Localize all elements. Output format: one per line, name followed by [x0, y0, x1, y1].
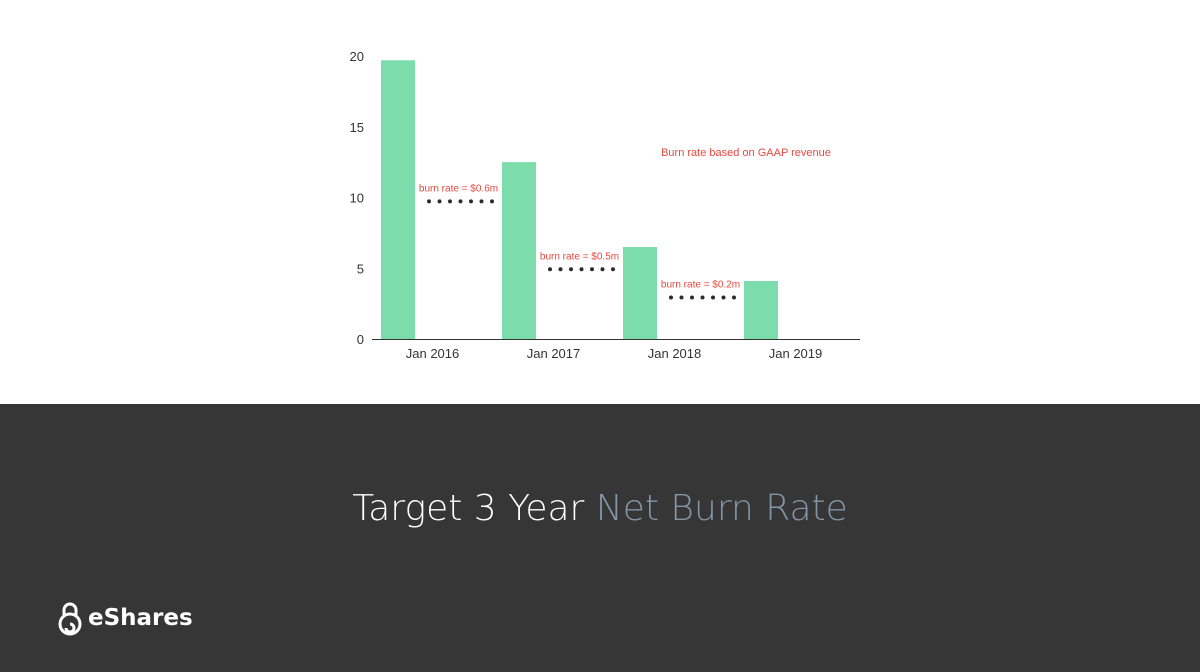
title-plain-part: Target 3 Year — [352, 488, 596, 529]
burn-rate-label: burn rate = $0.5m — [540, 251, 619, 262]
net-burn-bar-chart: 0 5 10 15 20 Jan 2016 Jan 2017 Jan 2018 Jan 2019… — [350, 49, 860, 361]
x-tick-label: Jan 2019 — [769, 346, 823, 361]
burn-rate-dot — [690, 295, 694, 300]
y-tick-label: 20 — [350, 49, 364, 64]
burn-rate-dot — [569, 267, 573, 272]
burn-rate-dot — [679, 295, 684, 300]
burn-rate-dot — [548, 267, 552, 272]
burn-rate-dot — [711, 295, 715, 300]
burn-rate-dot — [558, 267, 563, 272]
footer-panel: Target 3 Year Net Burn Rate eShares — [0, 404, 1200, 672]
burn-rate-dot — [669, 295, 673, 300]
y-tick-label: 0 — [357, 332, 364, 347]
burn-rate-dot — [448, 199, 452, 204]
title-accent-part: Net Burn Rate — [595, 488, 848, 529]
burn-rate-dot — [469, 199, 473, 204]
bar — [744, 280, 778, 339]
brand-logo: eShares — [56, 600, 193, 636]
burn-rate-dot — [579, 267, 584, 272]
chart-area: 0 5 10 15 20 Jan 2016 Jan 2017 Jan 2018 Jan 2019… — [349, 49, 860, 361]
burn-rate-dot — [490, 199, 494, 204]
bar — [502, 162, 536, 339]
burn-rate-label: burn rate = $0.6m — [419, 183, 498, 194]
burn-rate-label: burn rate = $0.2m — [661, 280, 740, 291]
brand-name: eShares — [88, 605, 193, 631]
y-tick-label: 15 — [350, 120, 364, 135]
burn-rate-dot — [590, 267, 594, 272]
bar — [623, 247, 657, 339]
slide-title: Target 3 Year Net Burn Rate — [0, 488, 1200, 529]
x-tick-label: Jan 2017 — [527, 346, 581, 361]
x-tick-label: Jan 2016 — [406, 346, 460, 361]
burn-rate-dot — [479, 199, 484, 204]
burn-rate-dot — [427, 199, 431, 204]
lock-icon — [58, 602, 82, 636]
x-tick-label: Jan 2018 — [648, 346, 702, 361]
burn-rate-dot — [721, 295, 726, 300]
chart-note: Burn rate based on GAAP revenue — [661, 147, 831, 159]
burn-rate-dot — [458, 199, 463, 204]
burn-rate-dot — [700, 295, 705, 300]
burn-rate-dot — [437, 199, 442, 204]
burn-rate-dot — [611, 267, 615, 272]
bar — [381, 60, 415, 340]
y-tick-label: 10 — [350, 191, 364, 206]
y-tick-label: 5 — [357, 261, 364, 276]
burn-rate-dot — [600, 267, 605, 272]
burn-rate-dot — [732, 295, 736, 300]
